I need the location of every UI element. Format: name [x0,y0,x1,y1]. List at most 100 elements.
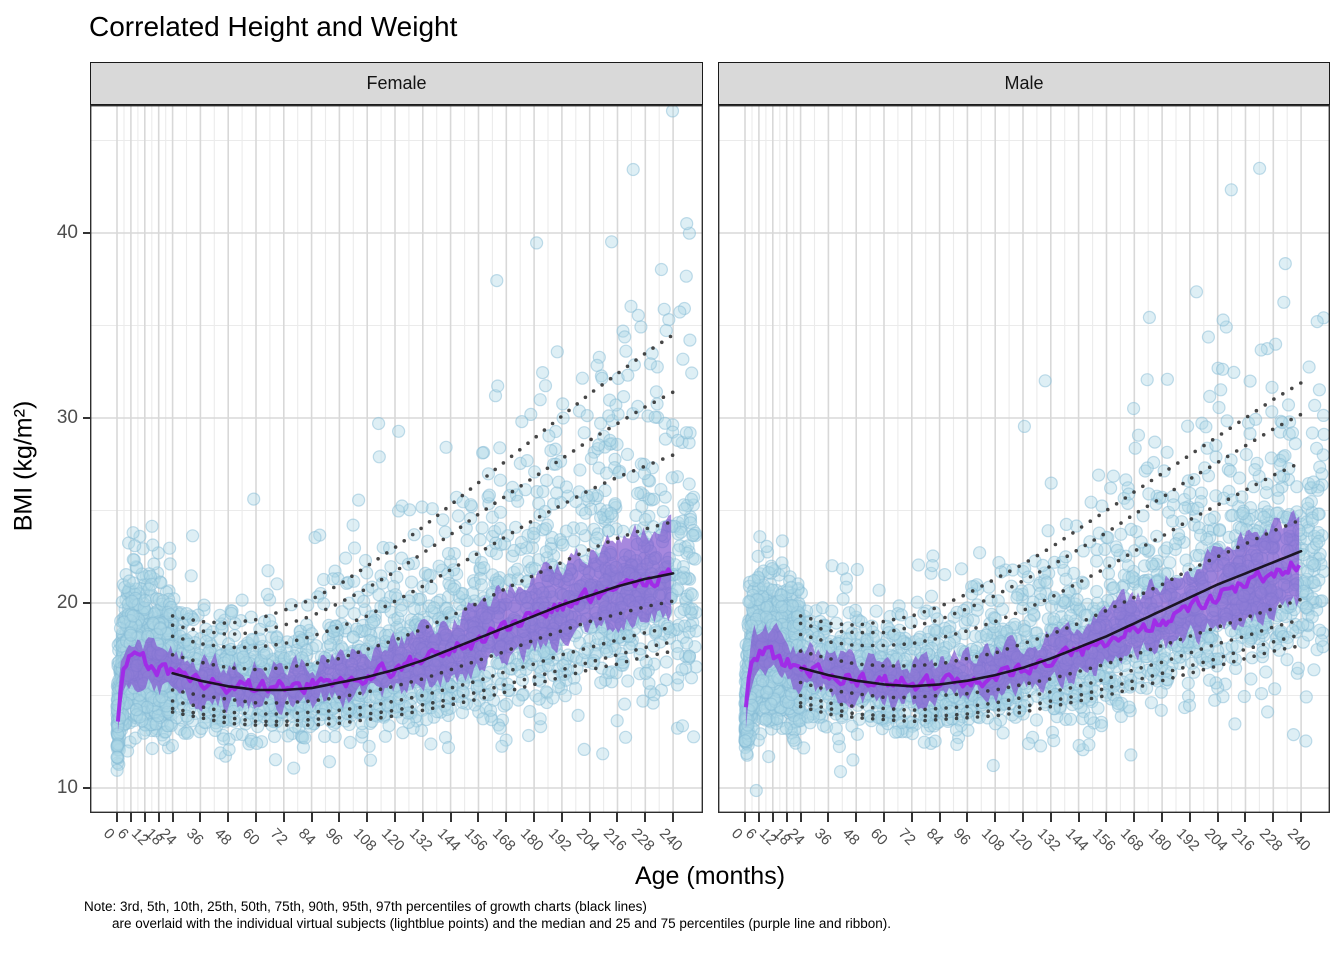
y-tick-label: 20 [56,592,78,613]
facet-strip-label-male: Male [1004,73,1044,93]
x-tick-label: 192 [1172,825,1203,855]
x-tick-mark [421,813,424,822]
x-tick-mark [199,813,202,822]
x-tick-mark [1272,813,1275,822]
x-tick-label: 228 [628,825,658,855]
x-tick-mark [282,813,285,822]
x-tick-mark [227,813,230,822]
growth-p50-line [799,549,1303,688]
x-tick-mark [157,813,160,822]
facet-panel-svg-male [718,105,1330,813]
x-tick-label: 36 [183,825,208,849]
x-tick-label: 240 [656,825,686,855]
x-tick-mark [771,813,774,822]
x-tick-mark [310,813,313,822]
x-tick-label: 48 [211,825,236,849]
x-tick-mark [366,813,369,822]
x-tick-mark [1300,813,1303,822]
x-tick-label: 132 [405,825,436,855]
x-tick-mark [644,813,647,822]
x-tick-mark [116,813,118,822]
y-tick-label: 40 [56,222,78,243]
median-line [743,560,1301,708]
x-tick-mark [1188,813,1191,822]
x-tick-label: 24 [783,825,808,849]
x-tick-label: 240 [1284,825,1314,855]
facet-strip-male: Male [718,62,1330,105]
x-tick-mark [588,813,591,822]
x-tick-label: 156 [1089,825,1120,855]
x-tick-label: 192 [544,825,575,855]
x-tick-label: 84 [922,825,947,849]
x-tick-label: 228 [1256,825,1286,855]
x-tick-mark [1105,813,1108,822]
x-tick-label: 60 [238,825,263,849]
y-tick-mark [83,602,90,604]
x-tick-label: 120 [378,825,408,855]
x-tick-label: 168 [1117,825,1147,855]
x-tick-mark [338,813,341,822]
x-tick-label: 96 [950,825,975,849]
x-tick-label: 168 [489,825,519,855]
x-tick-mark [785,813,788,822]
x-tick-mark [616,813,619,822]
x-tick-mark [744,813,746,822]
panel-border [718,105,1330,813]
x-tick-label: 132 [1033,825,1064,855]
x-tick-mark [1244,813,1247,822]
note-line-1: Note: 3rd, 5th, 10th, 25th, 50th, 75th, … [84,899,647,914]
x-tick-mark [966,813,969,822]
x-tick-mark [883,813,886,822]
chart-title: Correlated Height and Weight [89,11,458,42]
x-tick-label: 60 [866,825,891,849]
x-tick-mark [171,813,174,822]
x-tick-label: 180 [1145,825,1175,855]
x-tick-mark [855,813,858,822]
facet-strip-female: Female [90,62,703,105]
y-tick-label: 10 [56,777,78,798]
panel-border [90,105,703,813]
percentile-dots [170,334,675,727]
facet-strip-label-female: Female [366,73,427,93]
y-axis-title: BMI (kg/m²) [9,400,38,532]
x-tick-mark [449,813,452,822]
x-tick-mark [533,813,536,822]
x-axis-title: Age (months) [634,862,786,890]
x-tick-mark [1077,813,1080,822]
y-tick-label: 30 [56,407,78,428]
x-tick-label: 48 [839,825,864,849]
x-tick-label: 144 [433,825,464,855]
x-tick-mark [799,813,802,822]
x-tick-label: 120 [1006,825,1036,855]
x-tick-mark [994,813,997,822]
y-tick-mark [83,232,90,234]
iqr-ribbon [117,514,672,733]
x-tick-label: 108 [978,825,1008,855]
x-tick-mark [672,813,675,822]
x-tick-mark [1161,813,1164,822]
x-tick-mark [505,813,508,822]
x-tick-mark [1133,813,1136,822]
x-tick-mark [143,813,146,822]
growth-p50-line [171,572,675,692]
x-tick-label: 96 [322,825,347,849]
x-tick-label: 84 [294,825,319,849]
x-tick-mark [560,813,563,822]
facet-panel-svg-female [90,105,703,813]
x-tick-label: 216 [1228,825,1259,855]
x-tick-label: 72 [266,825,291,849]
x-tick-label: 108 [350,825,380,855]
x-tick-mark [255,813,258,822]
x-tick-label: 204 [1200,825,1231,855]
x-tick-label: 36 [811,825,836,849]
x-tick-mark [1049,813,1052,822]
x-tick-mark [1022,813,1025,822]
x-tick-mark [757,813,760,822]
note-line-2: are overlaid with the individual virtual… [112,916,891,931]
x-tick-label: 216 [600,825,631,855]
x-tick-mark [477,813,480,822]
x-tick-label: 24 [155,825,180,849]
x-tick-label: 156 [461,825,492,855]
x-tick-label: 180 [517,825,547,855]
